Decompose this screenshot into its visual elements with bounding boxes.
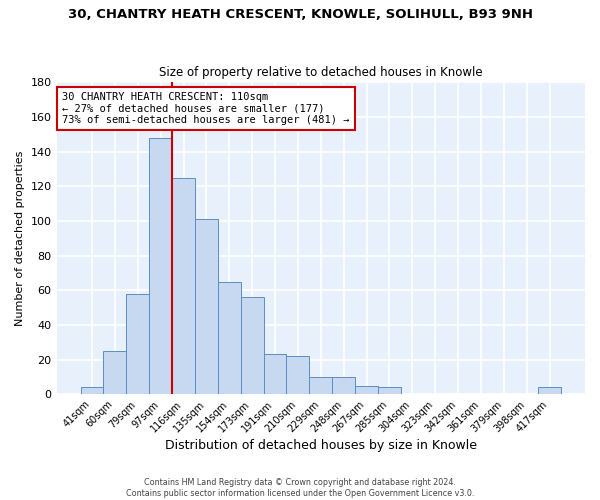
Bar bbox=[103, 351, 127, 394]
Title: Size of property relative to detached houses in Knowle: Size of property relative to detached ho… bbox=[159, 66, 482, 78]
Bar bbox=[332, 377, 355, 394]
Y-axis label: Number of detached properties: Number of detached properties bbox=[15, 150, 25, 326]
Bar bbox=[241, 297, 263, 394]
Bar bbox=[127, 294, 149, 394]
Bar bbox=[218, 282, 241, 394]
Text: Contains HM Land Registry data © Crown copyright and database right 2024.
Contai: Contains HM Land Registry data © Crown c… bbox=[126, 478, 474, 498]
Bar bbox=[80, 387, 103, 394]
Bar bbox=[538, 387, 561, 394]
Bar bbox=[172, 178, 195, 394]
Bar bbox=[286, 356, 310, 394]
X-axis label: Distribution of detached houses by size in Knowle: Distribution of detached houses by size … bbox=[165, 440, 477, 452]
Bar bbox=[149, 138, 172, 394]
Text: 30 CHANTRY HEATH CRESCENT: 110sqm
← 27% of detached houses are smaller (177)
73%: 30 CHANTRY HEATH CRESCENT: 110sqm ← 27% … bbox=[62, 92, 349, 125]
Text: 30, CHANTRY HEATH CRESCENT, KNOWLE, SOLIHULL, B93 9NH: 30, CHANTRY HEATH CRESCENT, KNOWLE, SOLI… bbox=[67, 8, 533, 20]
Bar bbox=[263, 354, 286, 394]
Bar bbox=[355, 386, 378, 394]
Bar bbox=[378, 387, 401, 394]
Bar bbox=[195, 220, 218, 394]
Bar bbox=[310, 377, 332, 394]
